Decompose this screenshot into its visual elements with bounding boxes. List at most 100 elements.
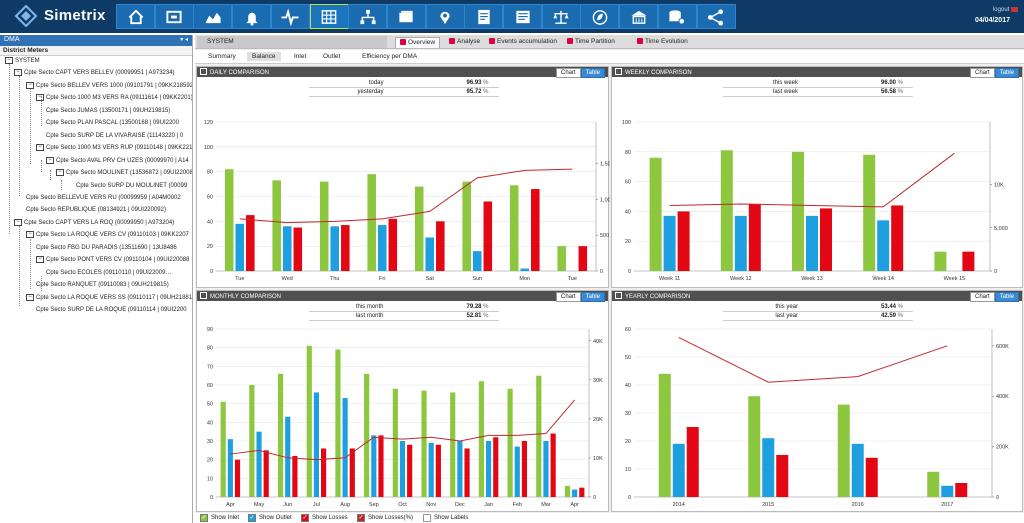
outlet-bar[interactable] [428,442,434,497]
inlet-bar[interactable] [536,375,542,497]
tree-node[interactable]: − Cpte Secto LA ROQUE VERS CV (09110103 |… [26,231,192,240]
losses-bar[interactable] [436,221,445,271]
inlet-bar[interactable] [462,181,471,271]
losses-bar[interactable] [748,203,761,271]
losses-bar[interactable] [686,427,699,497]
losses-bar[interactable] [407,444,413,497]
outlet-bar[interactable] [256,431,262,497]
outlet-bar[interactable] [371,435,377,497]
inlet-bar[interactable] [837,404,850,497]
tree-node[interactable]: Cpte Secto SURP DE LA ROQUE (09110114 | … [36,306,192,315]
inlet-bar[interactable] [319,181,329,271]
inlet-bar[interactable] [364,373,370,497]
tree-node[interactable]: − Cpte Secto 1000 M3 VERS RUP (09110148 |… [36,144,192,153]
tree-toggle-icon[interactable]: − [56,169,64,177]
inlet-bar[interactable] [414,186,424,271]
inlet-bar[interactable] [720,150,733,271]
outlet-bar[interactable] [457,441,463,497]
inlet-bar[interactable] [863,154,876,271]
inlet-bar[interactable] [220,401,226,497]
losses-bar[interactable] [341,225,350,271]
inlet-bar[interactable] [927,471,940,497]
tree-toggle-icon[interactable]: − [36,94,44,102]
tree-node[interactable]: Cpte Secto JUMAS (13500171 | 09UH219815) [46,107,192,116]
subtab-efficiency-per-dma[interactable]: Efficiency per DMA [362,53,418,60]
outlet-bar[interactable] [514,446,520,497]
outlet-bar[interactable] [520,268,530,271]
losses-bar[interactable] [820,208,832,271]
losses-bar[interactable] [321,448,327,497]
inlet-bar[interactable] [306,345,312,497]
losses-bar[interactable] [263,450,269,497]
losses-bar[interactable] [349,448,355,497]
legend-toggle-show-losses-[interactable]: ✓ Show Losses(%) [357,514,413,522]
tree-node[interactable]: Cpte Secto ECOLES (09110110 | 09UI22009… [46,269,192,278]
chart-button[interactable]: Chart [555,68,581,78]
table-button[interactable]: Table [580,292,605,302]
tree-node[interactable]: − Cpte Secto BELLEV VERS 1000 (09101791 |… [26,81,192,91]
nav-report-button[interactable] [464,4,504,29]
tree-toggle-icon[interactable]: − [36,144,44,152]
inlet-bar[interactable] [658,373,671,497]
tree-node[interactable]: Cpte Secto FBG DU PARADIS (13511690 | 13… [36,244,192,253]
losses-bar[interactable] [776,455,789,497]
outlet-bar[interactable] [235,223,245,271]
losses-percent-line[interactable] [230,399,576,461]
inlet-bar[interactable] [478,381,484,497]
logout-link[interactable]: logout [993,7,1018,13]
nav-pulse-button[interactable] [270,4,310,29]
subtab-inlet[interactable]: Inlet [294,53,307,60]
checkbox-icon[interactable]: ✓ [357,514,365,522]
legend-toggle-show-inlet[interactable]: ✓ Show Inlet [200,514,239,522]
outlet-bar[interactable] [806,215,818,271]
inlet-bar[interactable] [367,174,376,271]
tree-node[interactable]: Cpte Secto RANQUET (09110083 | 09UH21981… [36,281,192,290]
nav-area-chart-button[interactable] [193,4,233,29]
chart-button[interactable]: Chart [969,68,995,78]
losses-bar[interactable] [891,205,904,271]
losses-bar[interactable] [578,246,588,271]
outlet-bar[interactable] [399,441,406,497]
outlet-bar[interactable] [282,226,292,271]
losses-bar[interactable] [293,227,303,271]
inlet-bar[interactable] [557,246,566,271]
chart-button[interactable]: Chart [555,292,581,302]
outlet-bar[interactable] [877,220,890,271]
tree-node[interactable]: Cpte Secto PLAN PASCAL (13500168 | 09UI2… [46,119,192,128]
inlet-bar[interactable] [748,396,761,497]
tree-toggle-icon[interactable]: − [5,57,13,64]
losses-bar[interactable] [579,487,585,497]
inlet-bar[interactable] [272,180,281,271]
tree-toggle-icon[interactable]: − [26,293,34,301]
losses-bar[interactable] [435,444,441,497]
tree-node[interactable]: − SYSTEM [5,57,192,66]
outlet-bar[interactable] [941,485,954,497]
outlet-bar[interactable] [313,392,320,497]
losses-bar[interactable] [531,189,540,271]
losses-bar[interactable] [483,201,493,271]
tree-toggle-icon[interactable]: − [14,69,22,77]
nav-balance-button[interactable] [541,4,581,29]
losses-bar[interactable] [246,215,255,271]
inlet-bar[interactable] [392,388,398,497]
nav-card-button[interactable] [386,4,426,29]
tab-events-accumulation[interactable]: Events accumulation [485,37,561,48]
inlet-bar[interactable] [277,373,284,497]
legend-toggle-show-outlet[interactable]: ✓ Show Outlet [248,514,292,522]
checkbox-icon[interactable]: ✓ [301,514,309,522]
tree-toggle-icon[interactable]: − [26,81,34,89]
table-button[interactable]: Table [994,68,1019,78]
inlet-bar[interactable] [335,349,341,497]
tree-node[interactable]: − Cpte Secto LA ROQUE VERS SS (09110117 |… [26,293,192,303]
tree-node[interactable]: − Cpte Secto 1000 M3 VERS RA (09111614 | … [36,94,192,103]
nav-share-button[interactable] [696,4,736,29]
tree-toggle-icon[interactable]: − [36,256,44,264]
tree-toggle-icon[interactable]: − [14,218,22,226]
tree-node[interactable]: Cpte Secto REPUBLIQUE (08134921 | 09UI22… [26,206,192,215]
inlet-bar[interactable] [792,151,804,271]
inlet-bar[interactable] [564,485,571,497]
tab-overview[interactable]: Overview [395,37,441,48]
checkbox-icon[interactable] [423,514,431,522]
losses-bar[interactable] [550,433,556,497]
losses-bar[interactable] [521,441,528,497]
